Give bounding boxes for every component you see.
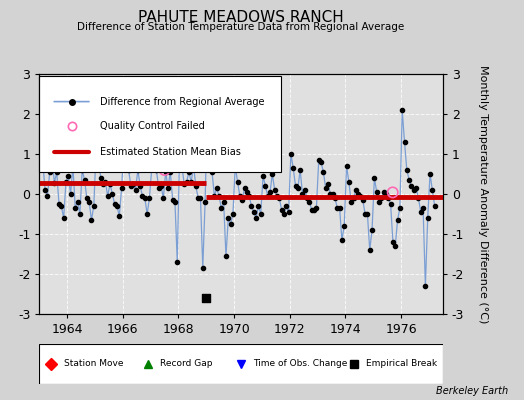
Text: Time of Obs. Change: Time of Obs. Change [253, 360, 347, 368]
FancyBboxPatch shape [39, 344, 443, 384]
Text: Quality Control Failed: Quality Control Failed [100, 121, 204, 130]
Text: PAHUTE MEADOWS RANCH: PAHUTE MEADOWS RANCH [138, 10, 344, 25]
Text: Berkeley Earth: Berkeley Earth [436, 386, 508, 396]
Text: Record Gap: Record Gap [160, 360, 213, 368]
Text: Difference of Station Temperature Data from Regional Average: Difference of Station Temperature Data f… [78, 22, 405, 32]
Text: Empirical Break: Empirical Break [366, 360, 437, 368]
Point [202, 295, 211, 301]
Text: Estimated Station Mean Bias: Estimated Station Mean Bias [100, 147, 241, 157]
Point [388, 189, 397, 196]
Point [160, 167, 169, 173]
FancyBboxPatch shape [39, 76, 281, 172]
Text: Station Move: Station Move [63, 360, 123, 368]
Text: Difference from Regional Average: Difference from Regional Average [100, 97, 264, 107]
Point [46, 154, 54, 160]
Y-axis label: Monthly Temperature Anomaly Difference (°C): Monthly Temperature Anomaly Difference (… [478, 65, 488, 323]
